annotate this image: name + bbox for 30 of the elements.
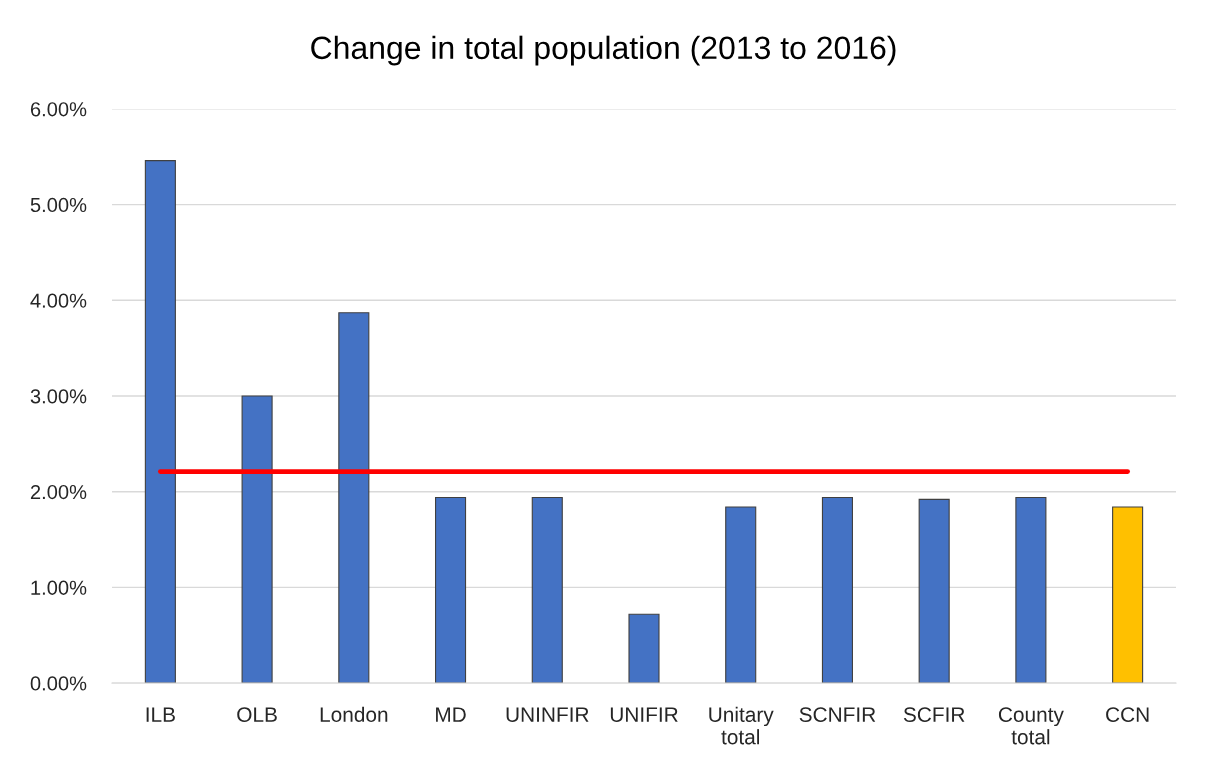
- x-tick-label: SCNFIR: [799, 707, 876, 722]
- bar: [821, 496, 853, 684]
- y-tick-label: 5.00%: [30, 197, 87, 213]
- y-tick-label: 0.00%: [30, 676, 87, 691]
- y-tick-label: 3.00%: [30, 389, 87, 404]
- bar: [338, 312, 370, 684]
- bar: [918, 498, 950, 684]
- bar: [241, 395, 273, 684]
- x-tick-label: UNINFIR: [506, 707, 589, 722]
- y-tick-label: 6.00%: [30, 102, 87, 117]
- x-tick-label: OLB: [237, 707, 277, 722]
- x-tick-label: CCN: [1106, 707, 1149, 722]
- bar: [628, 613, 660, 684]
- x-tick-label: SCFIR: [903, 707, 965, 722]
- bar: [725, 506, 757, 684]
- x-tick-label: UNIFIR: [610, 707, 678, 722]
- bar: [144, 160, 176, 684]
- bar: [531, 496, 563, 684]
- bar: [434, 496, 467, 684]
- chart-title: Change in total population (2013 to 2016): [311, 35, 896, 66]
- y-tick-label: 2.00%: [30, 484, 87, 500]
- x-tick-label: MD: [436, 707, 466, 722]
- y-tick-label: 1.00%: [31, 580, 87, 595]
- bar: [1112, 506, 1144, 684]
- x-tick-label: County total: [998, 707, 1064, 745]
- y-tick-label: 4.00%: [30, 293, 87, 308]
- x-tick-label: ILB: [146, 707, 175, 722]
- x-tick-label: London: [320, 706, 388, 722]
- bar: [1015, 496, 1047, 684]
- x-tick-label: Unitary total: [709, 706, 774, 745]
